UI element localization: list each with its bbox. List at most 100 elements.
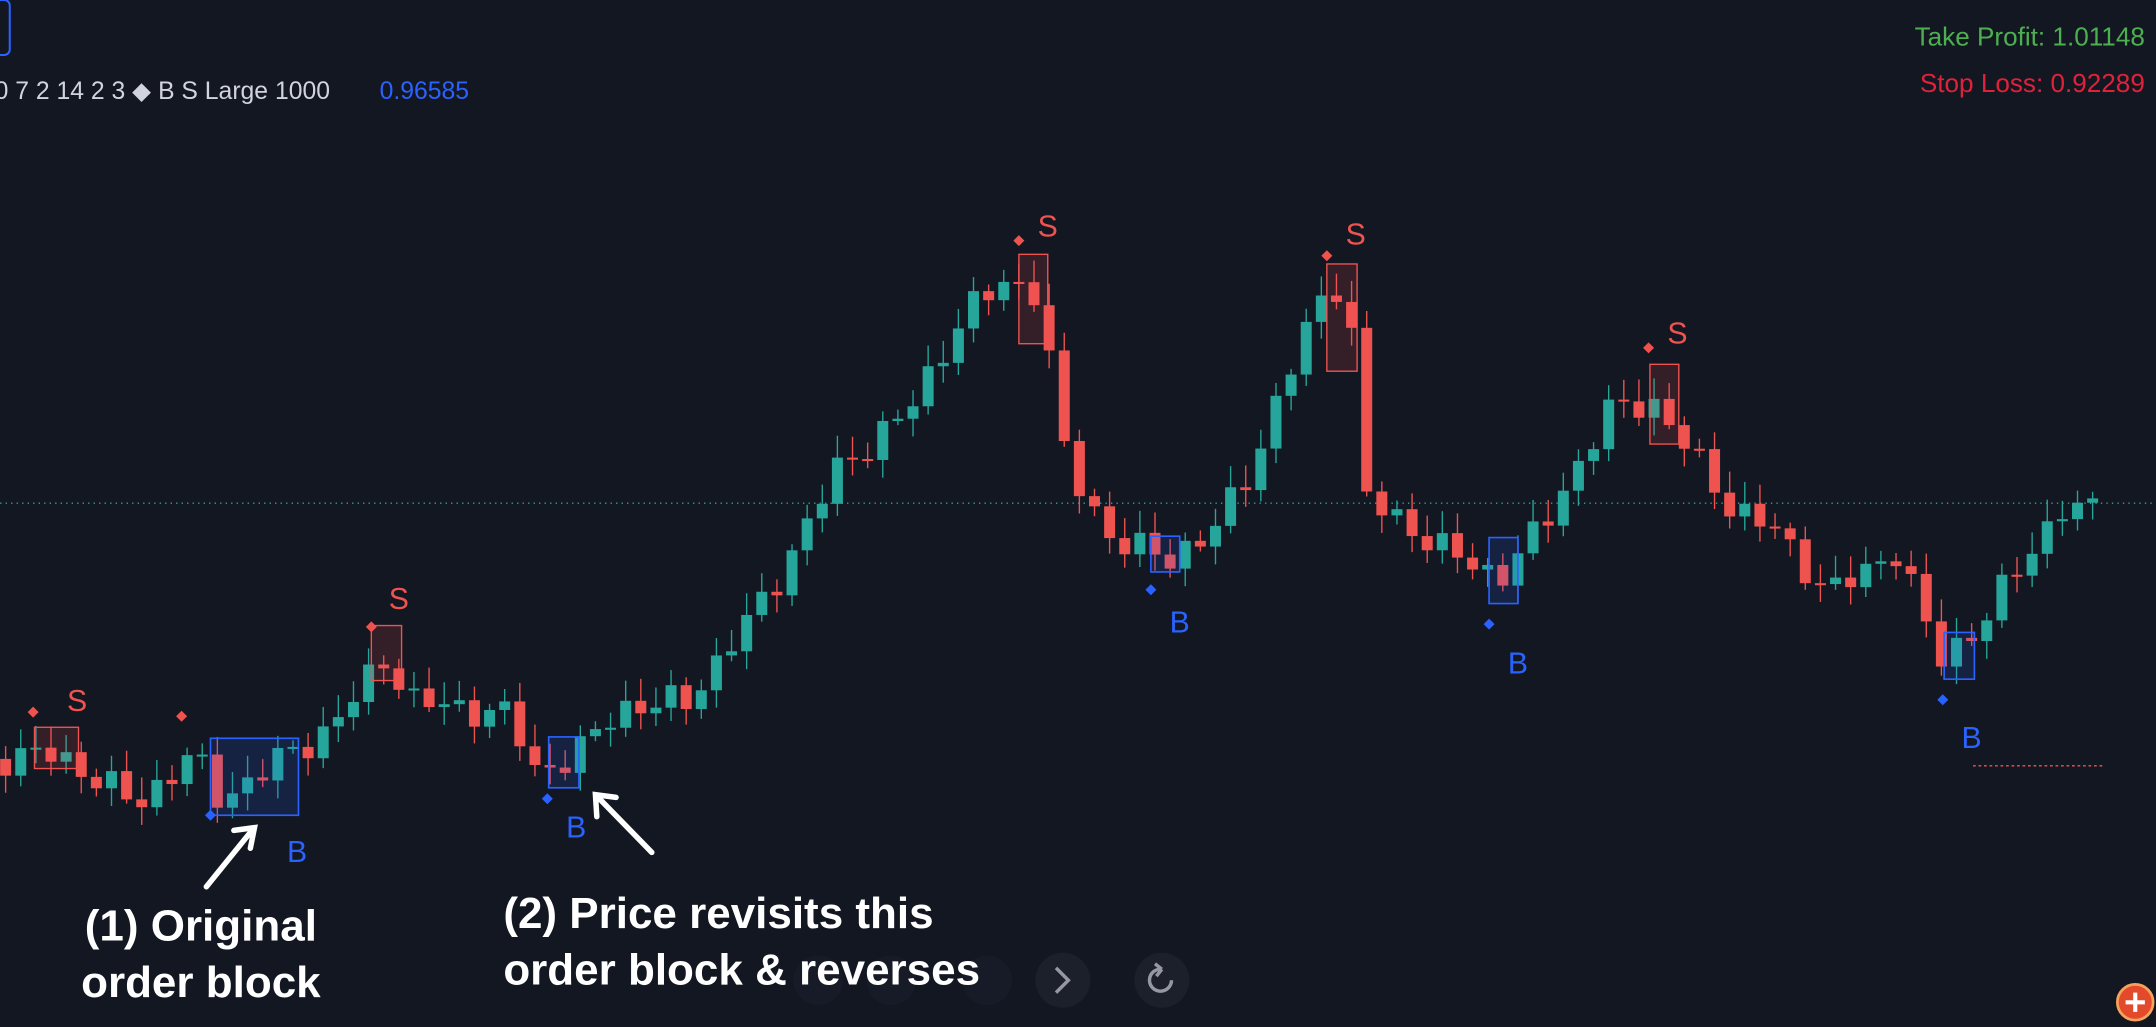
candle-body <box>1981 620 1993 641</box>
nav-button[interactable] <box>866 955 916 1006</box>
nav-button[interactable] <box>1035 952 1091 1008</box>
candle-body <box>589 729 601 737</box>
candle-body <box>1270 395 1282 449</box>
candle-body <box>363 664 375 703</box>
annotation-line: order block <box>81 958 321 1007</box>
candle-body <box>0 758 12 776</box>
candle-body <box>1406 509 1418 537</box>
candle-body <box>968 291 980 329</box>
candle-body <box>650 707 662 714</box>
signal-label: S <box>1667 318 1687 351</box>
candle-body <box>2011 574 2023 577</box>
icon-plus <box>2125 992 2145 1012</box>
supply-block <box>370 624 403 682</box>
candle-body <box>635 700 647 714</box>
candle-body <box>1542 521 1554 526</box>
candle-body <box>423 688 435 708</box>
candle-body <box>1436 533 1448 551</box>
candle-body <box>1724 492 1736 517</box>
signal-diamond <box>541 793 553 805</box>
signal-diamond <box>176 710 188 722</box>
corner-icon[interactable] <box>2115 983 2155 1022</box>
candle-body <box>892 418 904 421</box>
candle-body <box>136 799 148 808</box>
candle-body <box>1966 637 1978 641</box>
nav-buttons <box>793 952 1190 1008</box>
candle-body <box>695 690 707 710</box>
demand-block <box>547 736 580 789</box>
candle-body <box>1225 487 1237 526</box>
candle-body <box>2087 498 2099 503</box>
demand-block <box>1943 631 1976 680</box>
signal-diamond <box>1013 235 1025 247</box>
candle-body <box>1421 536 1433 551</box>
candle-body <box>105 771 117 789</box>
signal-label: B <box>287 836 307 869</box>
annotation-line: (2) Price revisits this <box>503 889 933 938</box>
candle-body <box>1618 399 1630 402</box>
candle-body <box>1830 577 1842 585</box>
signal-label: B <box>1170 606 1190 639</box>
signal-diamond <box>1937 694 1949 706</box>
candle-body <box>2056 519 2068 522</box>
candle-body <box>332 717 344 727</box>
reset-button[interactable] <box>1134 952 1190 1008</box>
candle-body <box>1663 398 1675 426</box>
candle-body <box>1285 374 1297 396</box>
arrows <box>203 791 655 890</box>
candle-body <box>1557 490 1569 526</box>
candle-body <box>1527 521 1539 554</box>
candle-body <box>741 614 753 652</box>
candle-body <box>1648 398 1660 418</box>
candle-body <box>620 700 632 728</box>
candle-body <box>1693 448 1705 451</box>
candle-body <box>317 726 329 759</box>
signal-label: S <box>67 685 87 718</box>
candle-body <box>665 685 677 708</box>
stop-loss: Stop Loss: 0.92289 <box>1920 68 2145 98</box>
candle-body <box>1497 564 1509 586</box>
candle-body <box>90 776 102 789</box>
candle-body <box>60 752 72 762</box>
candle-body <box>1588 449 1600 461</box>
nav-button[interactable] <box>793 955 843 1006</box>
candle-body <box>347 702 359 718</box>
candle-body <box>1240 487 1252 491</box>
candle-body <box>1467 557 1479 570</box>
symbol-button[interactable] <box>0 0 11 57</box>
candle-body <box>257 777 269 781</box>
signal-diamond <box>204 809 216 821</box>
nav-button[interactable] <box>962 955 1013 1006</box>
candle-body <box>1951 637 1963 667</box>
candle-body <box>121 771 133 800</box>
candle-body <box>1996 574 2008 621</box>
candle-body <box>2072 502 2084 520</box>
candle-body <box>907 406 919 419</box>
candle-body <box>1769 526 1781 529</box>
candle-body <box>75 752 87 777</box>
candle-body <box>1088 496 1100 507</box>
candle-body <box>226 793 238 808</box>
demand-block <box>1488 536 1519 605</box>
candle-body <box>1935 621 1947 667</box>
candle-body <box>680 685 692 710</box>
candle-body <box>408 688 420 691</box>
candle-body <box>1603 399 1615 450</box>
signal-label: S <box>1346 219 1366 252</box>
candle-body <box>1361 327 1373 492</box>
candle-body <box>1028 282 1040 306</box>
candle-body <box>1860 563 1872 588</box>
candle-body <box>1315 295 1327 322</box>
candle-body <box>2041 521 2053 554</box>
candle-body <box>1119 538 1131 555</box>
candle-body <box>1709 449 1721 493</box>
candle-body <box>559 767 571 773</box>
candle-body <box>15 748 27 776</box>
candle-body <box>1104 506 1116 539</box>
candle-body <box>166 779 178 785</box>
signal-diamond <box>1321 250 1333 262</box>
signal-label: S <box>389 583 409 616</box>
candle-body <box>544 764 556 768</box>
supply-block <box>1326 263 1358 372</box>
